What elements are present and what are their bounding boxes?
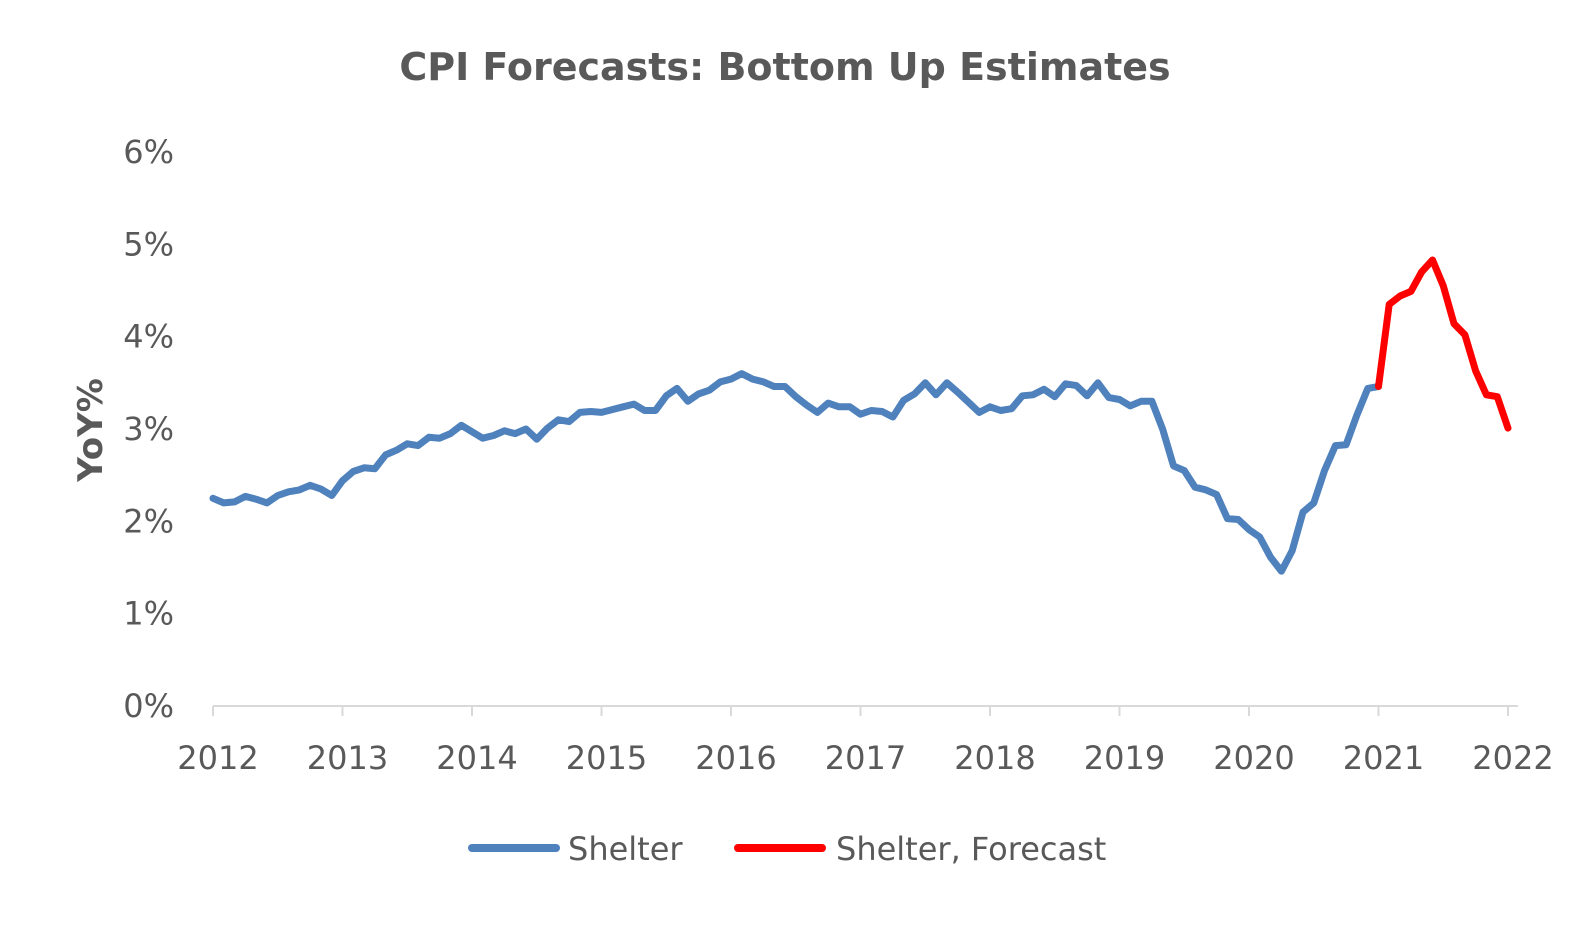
x-tick-label: 2021 bbox=[1343, 739, 1424, 777]
x-tick-label: 2014 bbox=[436, 739, 517, 777]
y-tick-label: 5% bbox=[123, 225, 174, 263]
x-tick-label: 2020 bbox=[1213, 739, 1294, 777]
legend-label-shelter-forecast: Shelter, Forecast bbox=[836, 830, 1106, 868]
chart-title: CPI Forecasts: Bottom Up Estimates bbox=[399, 45, 1170, 89]
x-tick-label: 2022 bbox=[1472, 739, 1553, 777]
x-tick-label: 2017 bbox=[825, 739, 906, 777]
y-tick-label: 3% bbox=[123, 410, 174, 448]
y-tick-label: 2% bbox=[123, 502, 174, 540]
series-lines bbox=[209, 256, 1512, 575]
x-tick-label: 2015 bbox=[566, 739, 647, 777]
x-axis: 2012 2013 2014 2015 2016 2017 2018 2019 2020 2021… bbox=[177, 705, 1554, 777]
x-tick-label: 2019 bbox=[1084, 739, 1165, 777]
legend: Shelter Shelter, Forecast bbox=[468, 830, 1106, 868]
y-tick-label: 1% bbox=[123, 595, 174, 633]
series-line-shelter-forecast bbox=[1375, 256, 1512, 432]
y-tick-label: 4% bbox=[123, 318, 174, 356]
x-tick-label: 2013 bbox=[307, 739, 388, 777]
x-tick-label: 2012 bbox=[177, 739, 258, 777]
y-tick-label: 0% bbox=[123, 687, 174, 725]
y-axis-label: YoY% bbox=[71, 378, 111, 483]
legend-label-shelter: Shelter bbox=[568, 830, 683, 868]
y-tick-label: 6% bbox=[123, 133, 174, 171]
y-axis-ticks: 0% 1% 2% 3% 4% 5% 6% bbox=[123, 133, 174, 725]
series-line-shelter bbox=[209, 370, 1382, 575]
x-tick-label: 2018 bbox=[954, 739, 1035, 777]
x-tick-label: 2016 bbox=[695, 739, 776, 777]
